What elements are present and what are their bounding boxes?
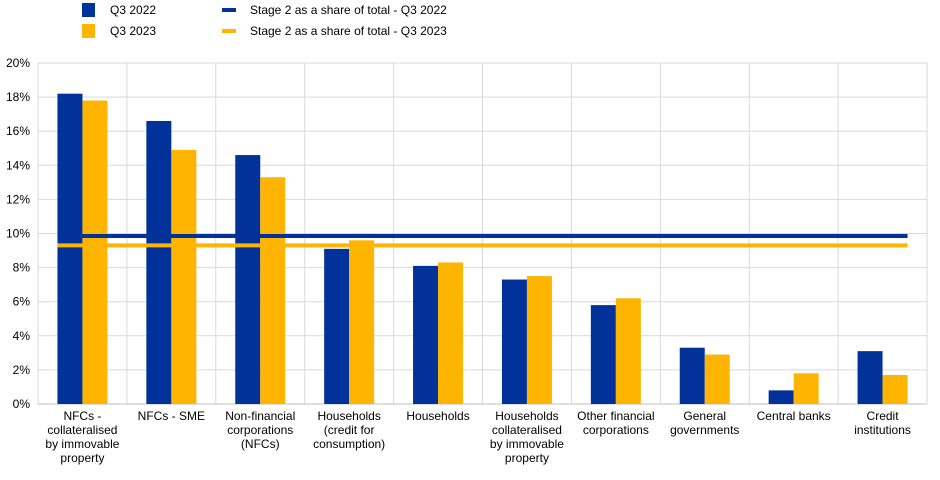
y-tick-label: 10%: [6, 227, 30, 241]
legend-item: Q3 2023: [82, 24, 156, 38]
y-tick-label: 0%: [13, 397, 31, 411]
bar-q3-2022: [57, 93, 83, 404]
legend-swatch: [82, 24, 95, 38]
y-axis: 0% 2% 4% 6% 8% 10% 12% 14% 16% 18% 20%: [6, 56, 30, 411]
bar-q3-2022: [413, 265, 439, 404]
bar-q3-2022: [235, 155, 261, 404]
bar-q3-2023: [349, 240, 375, 404]
legend-item: Stage 2 as a share of total - Q3 2022: [222, 3, 447, 17]
bar-q3-2022: [857, 351, 883, 404]
y-tick-label: 20%: [6, 56, 30, 70]
legend-swatch: [222, 8, 236, 12]
legend-swatch: [82, 3, 95, 17]
legend-label: Stage 2 as a share of total - Q3 2022: [250, 3, 447, 17]
bar-q3-2023: [704, 354, 730, 404]
bar-q3-2023: [260, 177, 286, 404]
bar-q3-2023: [82, 100, 108, 404]
x-axis: NFCs -collateralised by immovable property…: [45, 409, 910, 465]
bar-q3-2022: [590, 305, 616, 404]
y-tick-label: 12%: [6, 192, 30, 206]
bar-q3-2022: [146, 120, 172, 404]
x-tick-label: Other financial corporations: [577, 409, 654, 437]
bar-q3-2022: [768, 390, 794, 404]
bars: [57, 93, 908, 404]
y-tick-label: 4%: [13, 329, 31, 343]
legend-swatch: [222, 29, 236, 33]
bar-q3-2023: [793, 373, 819, 404]
x-tick-label: NFCs -collateralised by immovable property: [45, 409, 119, 465]
x-tick-label: Credit institutions: [854, 409, 911, 437]
x-tick-label: Households (credit for consumption): [313, 409, 385, 451]
bar-q3-2023: [615, 298, 641, 404]
legend-item: Stage 2 as a share of total - Q3 2023: [222, 24, 447, 38]
y-tick-label: 14%: [6, 158, 30, 172]
reference-lines: [57, 234, 908, 248]
x-tick-label: Households: [406, 409, 469, 423]
x-tick-label: NFCs - SME: [138, 409, 205, 423]
bar-q3-2023: [526, 276, 552, 404]
legend: Q3 2022 Q3 2023 Stage 2 as a share of tota…: [82, 3, 447, 38]
x-tick-label: Households collateralised by immovable prop…: [490, 409, 564, 465]
y-tick-label: 16%: [6, 124, 30, 138]
bar-q3-2022: [679, 347, 705, 404]
bar-q3-2023: [438, 262, 464, 404]
legend-label: Q3 2022: [110, 3, 156, 17]
x-tick-label: Central banks: [757, 409, 831, 423]
x-tick-label: Non-financial corporations (NFCs): [225, 409, 295, 451]
bar-q3-2023: [882, 375, 908, 404]
y-tick-label: 6%: [13, 295, 31, 309]
y-tick-label: 8%: [13, 261, 31, 275]
y-tick-label: 2%: [13, 363, 31, 377]
bar-q3-2022: [501, 279, 527, 404]
bar-q3-2023: [171, 149, 197, 404]
legend-label: Stage 2 as a share of total - Q3 2023: [250, 24, 447, 38]
x-tick-label: General governments: [670, 409, 739, 437]
y-tick-label: 18%: [6, 90, 30, 104]
bar-q3-2022: [324, 248, 350, 404]
legend-label: Q3 2023: [110, 24, 156, 38]
legend-item: Q3 2022: [82, 3, 156, 17]
